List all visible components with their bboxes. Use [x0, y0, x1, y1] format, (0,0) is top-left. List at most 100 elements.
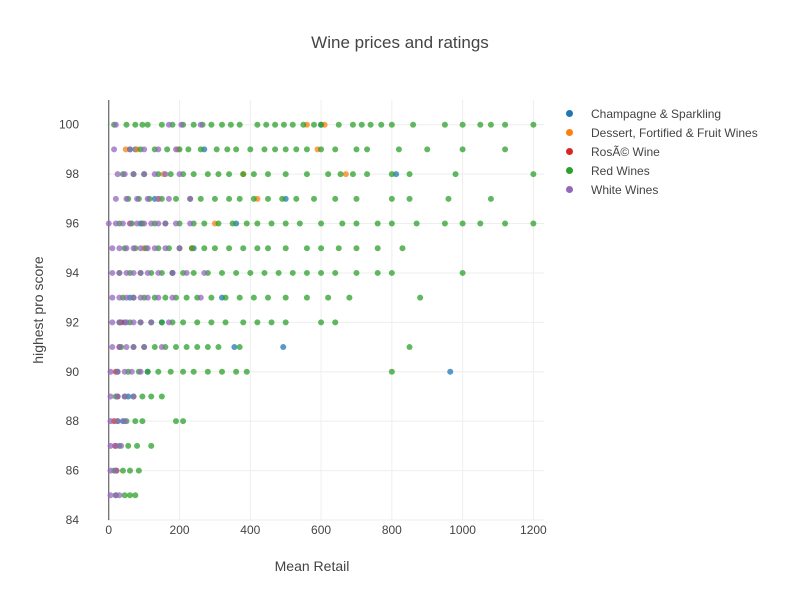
- data-point: [346, 294, 353, 301]
- legend-item[interactable]: RosÃ© Wine: [566, 142, 758, 161]
- data-point: [144, 368, 151, 375]
- data-point: [296, 220, 303, 227]
- data-point: [367, 121, 374, 128]
- data-point: [219, 269, 225, 276]
- data-point: [128, 368, 135, 375]
- legend-marker: [566, 186, 573, 193]
- data-point: [183, 269, 190, 276]
- data-point: [236, 121, 243, 128]
- data-point: [445, 195, 452, 202]
- x-tick-label: 400: [240, 523, 260, 537]
- data-point: [265, 171, 271, 178]
- data-point: [335, 121, 342, 128]
- data-point: [107, 467, 114, 474]
- data-point: [109, 294, 116, 301]
- data-point: [226, 245, 233, 252]
- data-point: [406, 195, 413, 202]
- legend-item[interactable]: Dessert, Fortified & Fruit Wines: [566, 123, 758, 142]
- data-point: [121, 418, 128, 425]
- data-point: [112, 220, 119, 227]
- data-point: [130, 245, 137, 252]
- gridlines: [107, 100, 544, 521]
- data-point: [190, 269, 197, 276]
- data-point: [388, 171, 395, 178]
- data-point: [107, 393, 114, 400]
- data-point: [155, 220, 162, 227]
- data-point: [167, 171, 174, 178]
- data-point: [318, 220, 325, 227]
- data-point: [112, 442, 119, 449]
- x-tick-label: 200: [170, 523, 190, 537]
- data-point: [187, 195, 194, 202]
- data-point: [265, 245, 271, 252]
- legend-item[interactable]: Champagne & Sparkling: [566, 104, 758, 123]
- legend-label: Red Wines: [591, 163, 650, 178]
- data-point: [167, 368, 174, 375]
- data-point: [452, 171, 459, 178]
- data-point: [282, 319, 289, 326]
- data-point: [261, 269, 268, 276]
- data-point: [247, 146, 254, 153]
- data-point: [180, 368, 187, 375]
- data-point: [303, 245, 310, 252]
- data-point: [119, 220, 126, 227]
- data-point: [144, 269, 151, 276]
- data-point: [188, 245, 195, 252]
- data-point: [139, 418, 146, 425]
- series-1: [122, 121, 349, 252]
- data-point: [282, 294, 289, 301]
- data-point: [137, 294, 144, 301]
- y-tick-label: 94: [66, 266, 80, 280]
- data-point: [289, 269, 296, 276]
- data-point: [185, 146, 192, 153]
- data-point: [349, 121, 356, 128]
- data-point: [226, 171, 233, 178]
- data-point: [219, 121, 225, 128]
- legend-item[interactable]: Red Wines: [566, 161, 758, 180]
- data-point: [282, 245, 289, 252]
- data-point: [151, 245, 158, 252]
- data-point: [374, 220, 381, 227]
- data-point: [293, 146, 300, 153]
- data-point: [139, 393, 146, 400]
- data-point: [332, 319, 339, 326]
- data-point: [353, 245, 360, 252]
- data-point: [121, 171, 128, 178]
- data-point: [349, 171, 356, 178]
- data-point: [374, 245, 381, 252]
- data-point: [215, 220, 222, 227]
- legend-item[interactable]: White Wines: [566, 180, 758, 199]
- data-point: [250, 171, 257, 178]
- data-point: [123, 121, 130, 128]
- data-point: [173, 344, 179, 351]
- data-point: [162, 245, 169, 252]
- data-point: [141, 146, 148, 153]
- data-point: [318, 121, 325, 128]
- data-point: [441, 220, 448, 227]
- data-point: [111, 146, 118, 153]
- data-point: [112, 467, 119, 474]
- data-point: [137, 319, 144, 326]
- data-point: [121, 492, 128, 499]
- data-point: [158, 319, 165, 326]
- data-point: [197, 146, 204, 153]
- data-point: [197, 121, 204, 128]
- data-point: [318, 146, 325, 153]
- data-point: [337, 171, 344, 178]
- data-point: [339, 220, 346, 227]
- data-point: [116, 319, 123, 326]
- data-point: [123, 269, 130, 276]
- data-point: [134, 442, 141, 449]
- data-point: [318, 245, 325, 252]
- data-point: [272, 146, 279, 153]
- data-point: [353, 269, 360, 276]
- data-point: [530, 171, 537, 178]
- data-point: [130, 294, 137, 301]
- data-point: [114, 368, 121, 375]
- data-point: [275, 269, 282, 276]
- x-tick-label: 1000: [449, 523, 476, 537]
- legend: Champagne & Sparkling Dessert, Fortified …: [566, 104, 758, 199]
- data-point: [530, 121, 537, 128]
- data-point: [353, 195, 360, 202]
- legend-marker: [566, 129, 573, 136]
